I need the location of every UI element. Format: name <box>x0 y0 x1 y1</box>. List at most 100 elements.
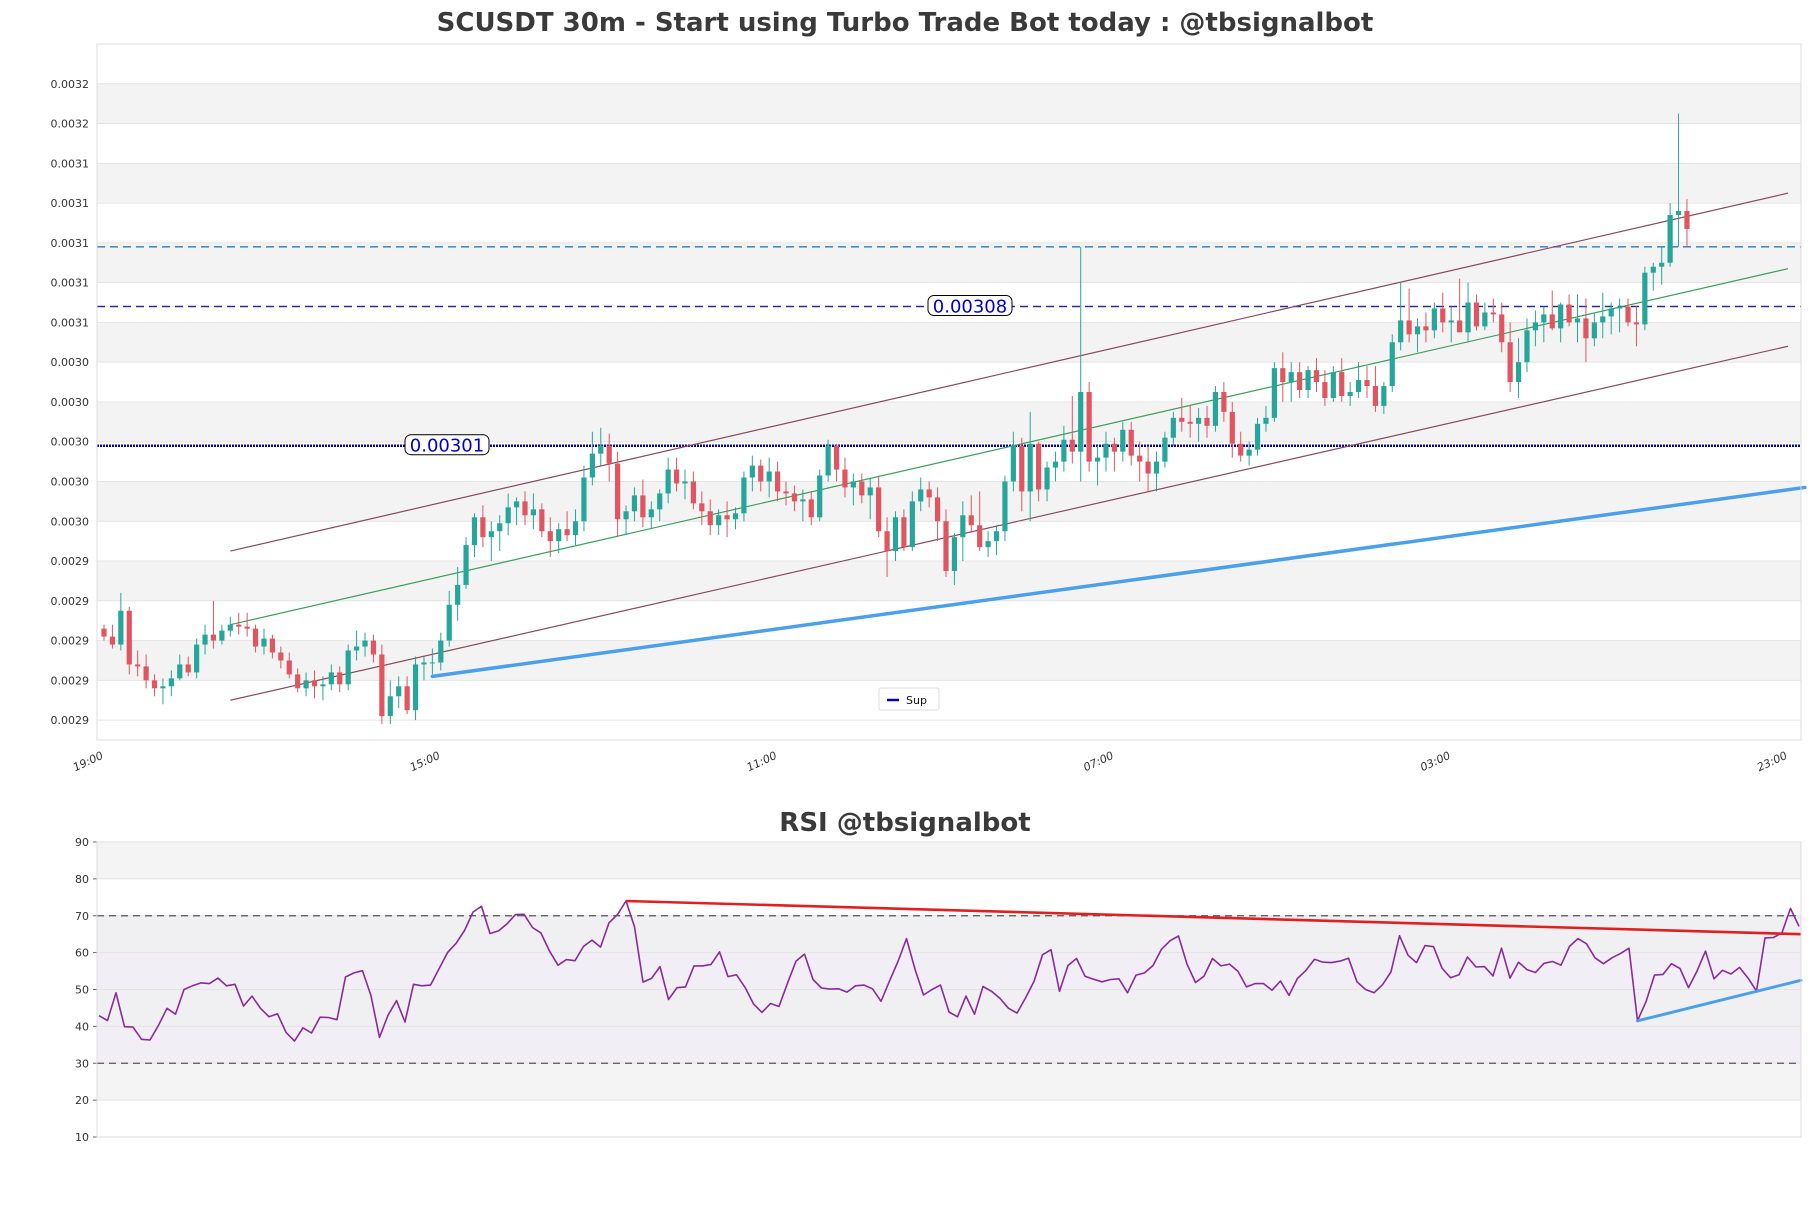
rsi-plot-frame <box>96 841 1802 1138</box>
price-grid-band <box>97 242 1801 283</box>
candle-body <box>513 501 520 508</box>
level-label-text: 0.00308 <box>933 296 1007 317</box>
level-label-text: 0.00301 <box>410 436 484 457</box>
candle-body <box>1061 439 1067 462</box>
price-candles <box>101 113 1690 725</box>
candle-body <box>1482 312 1488 327</box>
price-y-tick-label: 0.0030 <box>51 436 90 449</box>
candle-body <box>118 610 124 645</box>
candle-body <box>960 515 966 538</box>
candle-body <box>1288 372 1294 383</box>
candle-body <box>775 471 781 492</box>
candle-body <box>261 638 267 647</box>
candle-body <box>1170 417 1176 438</box>
candle-body <box>926 489 932 498</box>
candle-body <box>1347 392 1353 396</box>
candle-body <box>648 509 654 518</box>
candle-body <box>370 640 377 655</box>
level-label-box <box>927 294 1013 316</box>
price-y-tick-label: 0.0031 <box>51 237 90 250</box>
candle-body <box>724 515 730 520</box>
candle-body <box>1044 467 1050 490</box>
candle-body <box>598 445 604 454</box>
candle-body <box>1667 215 1673 263</box>
candle-body <box>985 541 991 548</box>
price-y-tick-label: 0.0029 <box>51 674 90 687</box>
candle-body <box>412 664 419 711</box>
price-y-tick-label: 0.0032 <box>51 118 90 131</box>
candle-body <box>160 686 166 689</box>
candle-body <box>210 634 217 641</box>
candle-body <box>657 493 663 510</box>
legend-label: Sup <box>906 694 927 707</box>
rsi-grid-band <box>97 915 1801 953</box>
candle-body <box>716 515 722 526</box>
candle-body <box>1229 411 1235 444</box>
candle-body <box>1406 320 1412 335</box>
price-y-tick-label: 0.0031 <box>51 277 90 290</box>
price-grid-band <box>97 401 1801 442</box>
candle-body <box>497 523 503 532</box>
candle-body <box>741 477 747 514</box>
candle-body <box>1372 386 1379 406</box>
price-x-tick-label: 19:00 <box>71 749 105 774</box>
candle-body <box>758 465 764 482</box>
candle-body <box>1271 368 1277 418</box>
candle-body <box>194 644 200 673</box>
candle-body <box>690 481 696 504</box>
rsi-grid-band <box>97 842 1801 879</box>
candle-body <box>1583 318 1589 339</box>
candle-body <box>1322 382 1328 398</box>
level-label-box <box>404 434 490 456</box>
candle-body <box>1515 362 1522 383</box>
candle-body <box>320 684 326 687</box>
price-x-tick-label: 07:00 <box>1081 749 1115 774</box>
candle-body <box>631 495 638 512</box>
candle-body <box>1389 342 1395 387</box>
candle-body <box>1591 322 1597 339</box>
candle-body <box>1196 417 1202 424</box>
price-channel <box>230 192 1807 701</box>
candle-body <box>699 503 705 512</box>
rsi-y-tick-label: 50 <box>75 984 89 997</box>
candle-body <box>1448 320 1454 323</box>
price-y-tick-label: 0.0030 <box>51 515 90 528</box>
candle-body <box>1263 417 1269 424</box>
candle-body <box>1499 314 1505 343</box>
channel-middle-line <box>230 268 1789 626</box>
rsi-y-tick-label: 60 <box>75 947 89 960</box>
candle-body <box>876 487 882 532</box>
candle-body <box>1398 320 1404 343</box>
candle-body <box>1339 372 1345 396</box>
candle-body <box>892 517 899 552</box>
price-x-tick-label: 03:00 <box>1418 749 1452 774</box>
candle-body <box>1684 211 1690 229</box>
candle-body <box>1297 372 1303 391</box>
price-grid-band <box>97 640 1801 681</box>
candle-body <box>101 628 107 637</box>
rsi-y-tick-label: 80 <box>75 873 89 886</box>
candle-body <box>1128 429 1134 456</box>
channel-lower-line <box>230 345 1789 701</box>
candle-body <box>1137 455 1143 462</box>
price-chart-title: SCUSDT 30m - Start using Turbo Trade Bot… <box>437 8 1374 38</box>
candle-body <box>867 487 873 496</box>
candle-body <box>202 634 208 645</box>
price-x-axis-ticks: 19:00 15:00 11:00 07:00 03:00 23:00 <box>71 749 1789 774</box>
candle-body <box>1204 417 1210 426</box>
candle-body <box>126 610 132 665</box>
price-grid-band <box>97 83 1801 124</box>
price-x-tick-label: 23:00 <box>1755 749 1789 774</box>
price-legend: Sup <box>878 687 940 711</box>
candle-body <box>1179 417 1185 422</box>
candle-body <box>143 666 149 681</box>
candle-body <box>1431 308 1437 331</box>
candle-body <box>589 453 595 478</box>
candle-body <box>278 652 284 661</box>
price-grid-bands <box>97 83 1801 681</box>
candle-body <box>1086 392 1092 462</box>
candle-body <box>1524 330 1530 363</box>
candle-body <box>1305 370 1311 391</box>
candle-body <box>859 481 865 496</box>
